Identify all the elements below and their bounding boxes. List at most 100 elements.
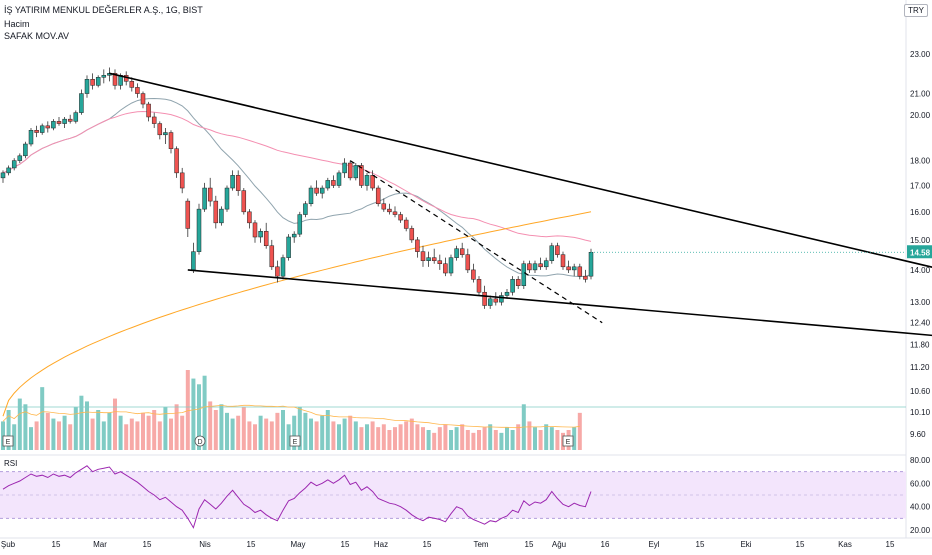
- candle-body: [493, 298, 499, 303]
- candle-body: [409, 228, 415, 241]
- volume-bar: [499, 432, 504, 450]
- volume-bar: [376, 427, 381, 450]
- volume-bar: [57, 421, 61, 450]
- candle-body: [291, 233, 297, 238]
- volume-bar: [12, 424, 17, 450]
- candle-body: [465, 254, 471, 271]
- candle-body: [168, 132, 174, 149]
- candle-body: [151, 116, 157, 124]
- last-price-label: 14.58: [910, 248, 931, 257]
- dividend-badge: [194, 435, 206, 447]
- dashed-trendline: [349, 160, 603, 324]
- time-tick-label: Eki: [740, 540, 751, 549]
- volume-bar: [303, 412, 308, 450]
- candle-body: [90, 79, 95, 86]
- volume-ma-line: [2, 404, 580, 429]
- candle-body: [392, 211, 398, 215]
- volume-bar: [309, 418, 313, 450]
- price-tick-label: 13.00: [910, 298, 931, 307]
- volume-bar: [225, 412, 229, 450]
- price-tick-label: 17.00: [910, 181, 931, 190]
- candle-body: [286, 236, 291, 258]
- candle-body: [571, 266, 577, 271]
- event-badge-label: E: [6, 439, 11, 446]
- volume-bar: [432, 432, 437, 450]
- candle-body: [566, 266, 571, 271]
- volume-bar: [236, 415, 241, 450]
- time-tick-label: 15: [247, 540, 256, 549]
- candle-body: [476, 279, 482, 293]
- volume-bar: [17, 398, 22, 450]
- candle-body: [258, 231, 263, 238]
- volume-bar: [353, 421, 358, 450]
- candle-body: [375, 187, 381, 205]
- volume-bar: [505, 427, 509, 450]
- candle-body: [364, 175, 370, 186]
- time-tick-label: Haz: [374, 540, 388, 549]
- candle-body: [420, 251, 426, 261]
- candle-body: [6, 167, 11, 174]
- candle-body: [510, 279, 515, 293]
- volume-bar: [269, 421, 274, 450]
- volume-bar: [426, 430, 431, 450]
- time-tick-label: 15: [796, 540, 805, 549]
- volume-bar: [337, 424, 341, 450]
- time-tick-label: Tem: [473, 540, 488, 549]
- volume-bar: [449, 430, 453, 450]
- volume-bar: [129, 418, 134, 450]
- volume-bar: [398, 424, 403, 450]
- candle-body: [437, 260, 443, 264]
- volume-bar: [281, 410, 285, 450]
- price-tick-label: 10.60: [910, 387, 931, 396]
- candle-body: [527, 263, 532, 271]
- candle-body: [39, 125, 45, 133]
- price-tick-label: 10.10: [910, 408, 931, 417]
- volume-bar: [29, 427, 33, 450]
- volume-bar: [62, 415, 67, 450]
- candle-body: [387, 208, 392, 213]
- volume-bar: [365, 424, 369, 450]
- candle-body: [224, 187, 230, 210]
- volume-bar: [275, 412, 280, 450]
- volume-bar: [6, 410, 11, 450]
- candle-body: [521, 263, 527, 286]
- candle-body: [191, 251, 196, 271]
- currency-badge[interactable]: TRY: [904, 4, 928, 17]
- candle-body: [487, 298, 493, 306]
- candle-body: [426, 257, 431, 261]
- price-tick-label: 11.20: [910, 363, 930, 372]
- volume-bar: [264, 418, 269, 450]
- volume-bar: [241, 407, 246, 450]
- volume-bar: [124, 424, 129, 450]
- volume-bar: [348, 415, 353, 450]
- volume-bar: [23, 404, 28, 450]
- candle-body: [543, 260, 549, 268]
- candle-body: [11, 160, 17, 169]
- rsi-tick-label: 20.00: [910, 526, 931, 535]
- candle-body: [67, 118, 73, 122]
- time-tick-label: Şub: [1, 540, 16, 549]
- candle-body: [314, 187, 319, 194]
- candle-body: [213, 200, 219, 224]
- candle-body: [431, 257, 437, 261]
- candle-body: [308, 187, 314, 205]
- volume-label: Hacim: [4, 19, 30, 29]
- time-tick-label: May: [290, 540, 305, 549]
- time-tick-label: Eyl: [648, 540, 659, 549]
- candle-body: [0, 172, 6, 179]
- volume-bar: [415, 424, 420, 450]
- candle-body: [532, 263, 538, 271]
- candle-body: [370, 175, 375, 189]
- candle-body: [56, 121, 62, 124]
- volume-bar: [342, 418, 347, 450]
- volume-bar: [409, 418, 414, 450]
- candle-body: [583, 275, 588, 280]
- volume-bar: [404, 421, 409, 450]
- volume-bar: [577, 412, 582, 450]
- last-price-tag: [907, 245, 932, 259]
- volume-bar: [471, 432, 476, 450]
- candle-body: [174, 148, 179, 174]
- candle-body: [359, 165, 364, 186]
